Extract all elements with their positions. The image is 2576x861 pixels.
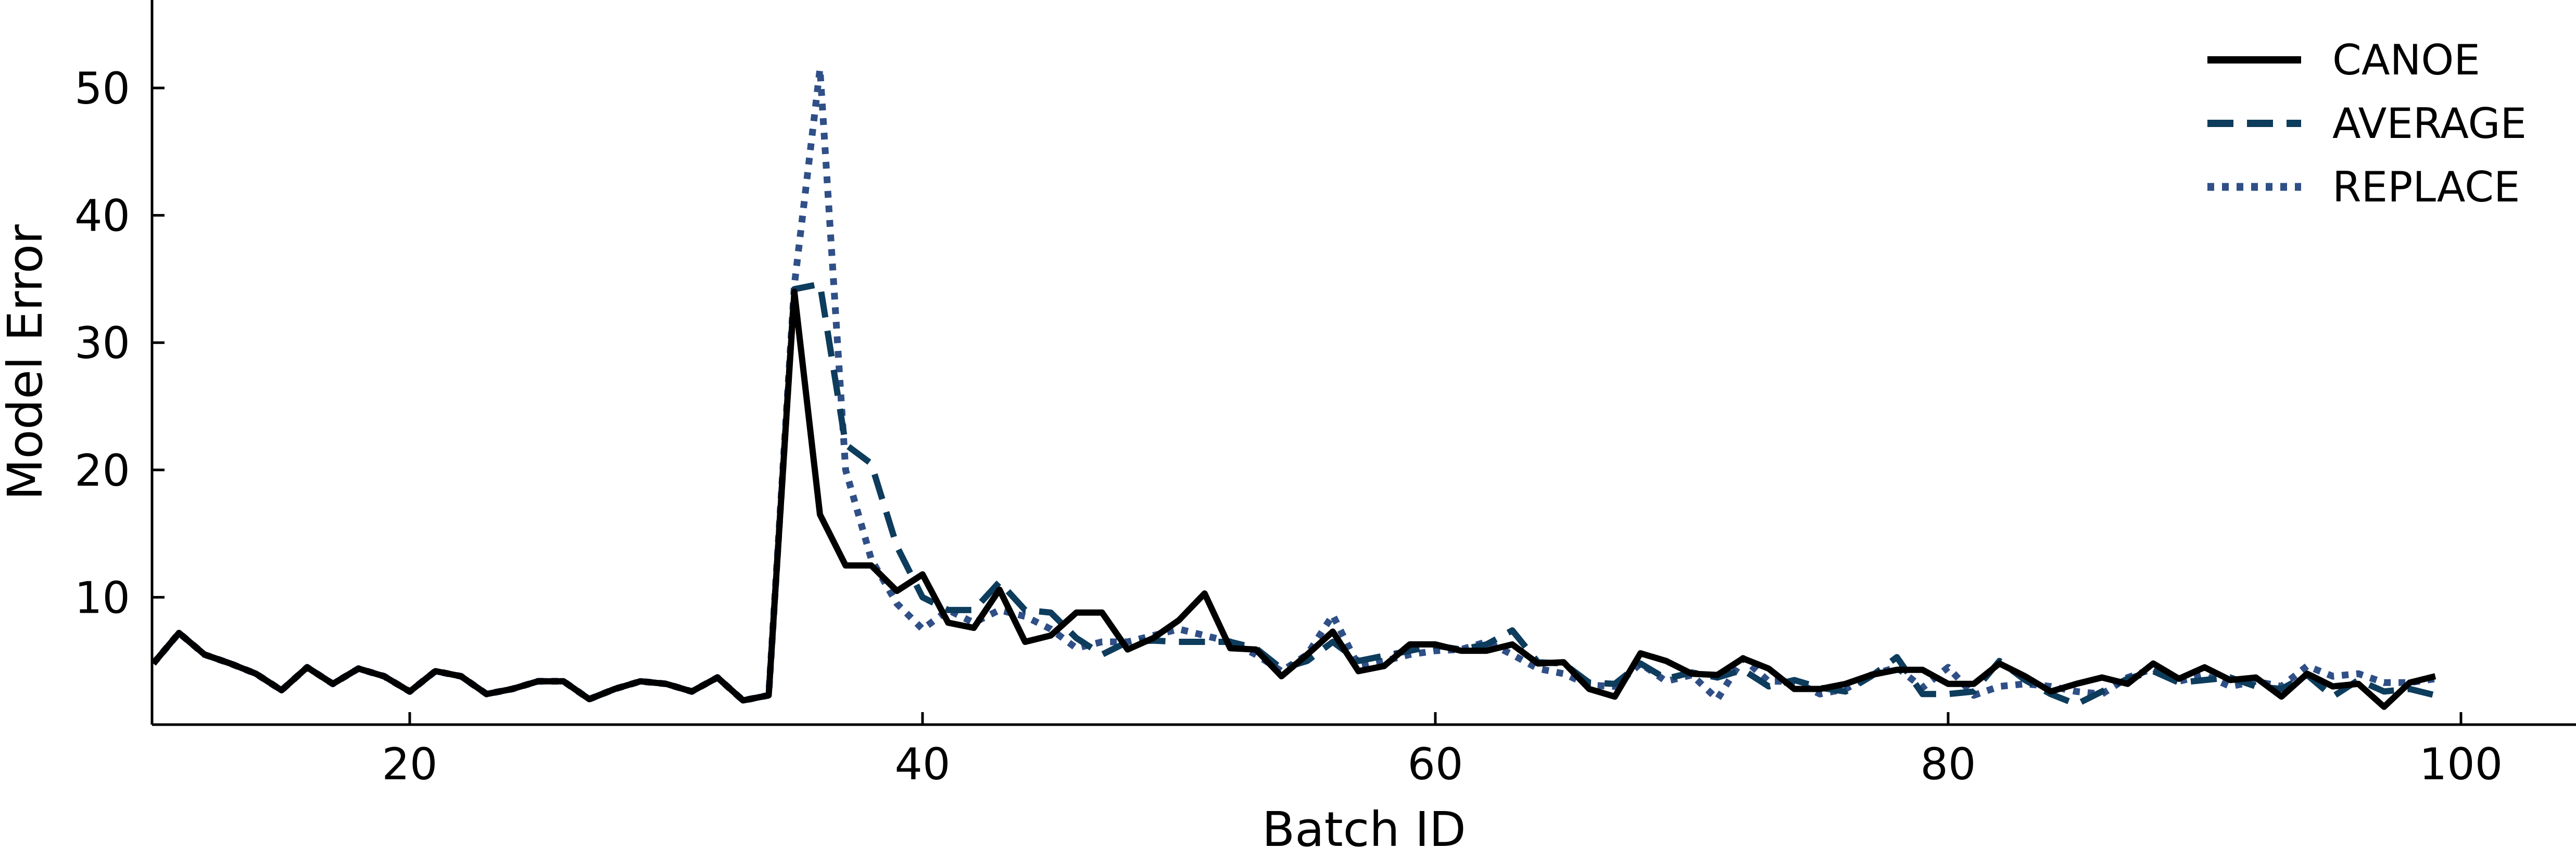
y-tick-label: 20 (74, 445, 130, 496)
x-tick-label: 80 (1921, 739, 1976, 790)
y-tick-label: 50 (74, 63, 130, 114)
series-layer (150, 65, 2436, 710)
series-line-replace (150, 65, 2436, 704)
x-tick-label: 60 (1408, 739, 1463, 790)
y-axis-label: Model Error (0, 224, 53, 500)
y-tick-label: 10 (74, 572, 130, 623)
x-tick-label: 20 (382, 739, 438, 790)
x-ticks: 20 40 60 80 100 (382, 712, 2503, 790)
y-ticks: 10 20 30 40 50 (74, 63, 165, 623)
y-tick-label: 40 (74, 191, 130, 242)
legend-label-canoe: CANOE (2332, 36, 2480, 84)
series-line-canoe (150, 288, 2436, 710)
y-tick-label: 30 (74, 318, 130, 369)
x-tick-label: 40 (895, 739, 951, 790)
series-line-average (150, 281, 2436, 707)
x-tick-label: 100 (2419, 739, 2503, 790)
plot-area (150, 65, 2436, 710)
legend-label-replace: REPLACE (2332, 163, 2520, 211)
legend-label-average: AVERAGE (2332, 99, 2527, 148)
x-axis-label: Batch ID (1262, 802, 1466, 857)
legend: CANOE AVERAGE REPLACE (2207, 36, 2527, 211)
